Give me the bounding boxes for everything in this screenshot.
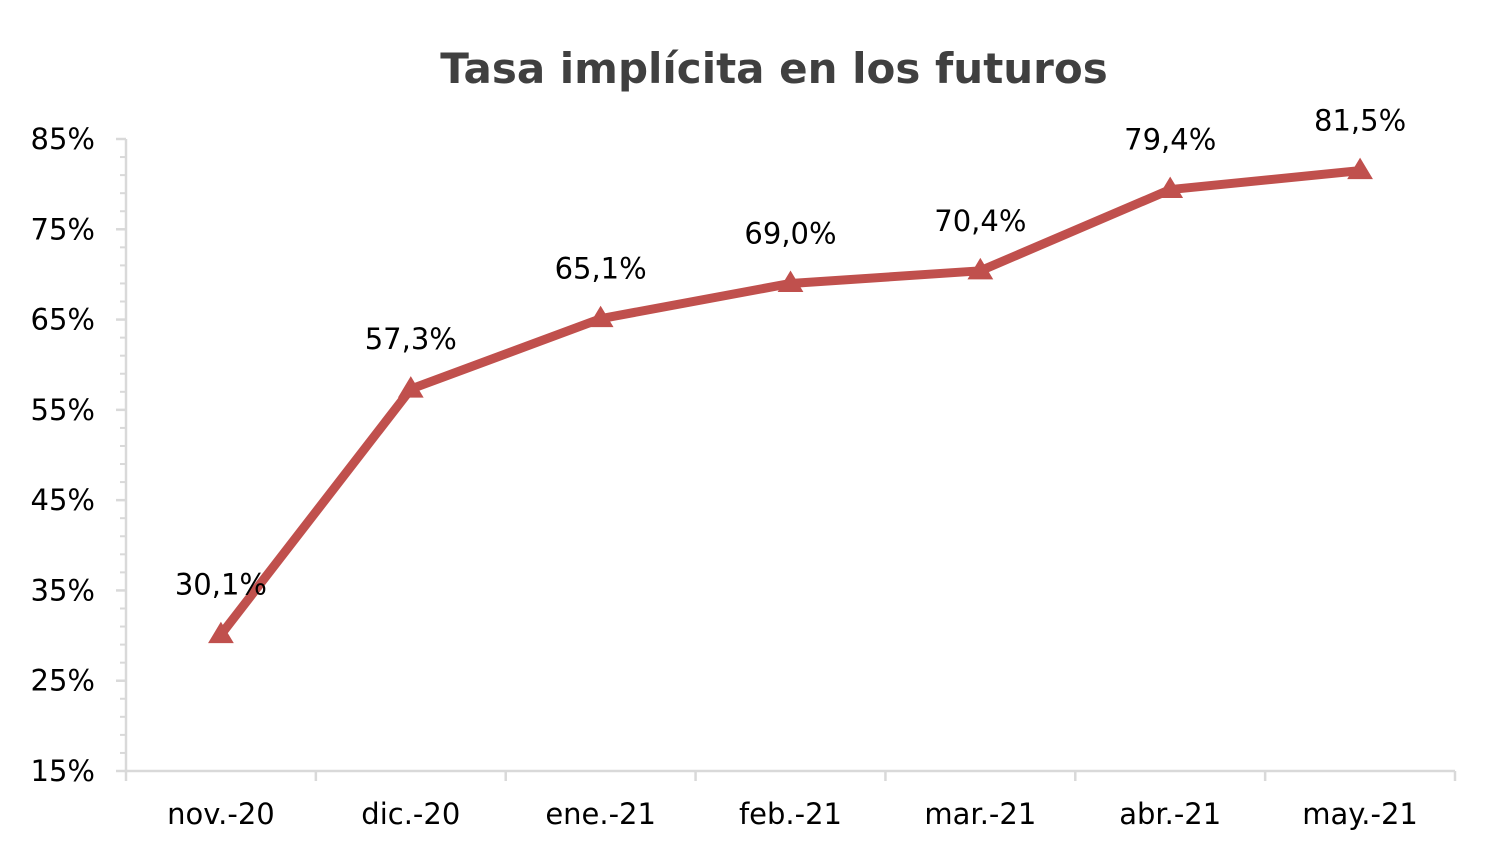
y-tick-label: 55% (31, 393, 95, 427)
y-tick-label: 85% (31, 122, 95, 156)
triangle-marker (967, 257, 994, 280)
x-tick-label: mar.-21 (924, 797, 1036, 831)
axes: 15% 25% 35% 45% 55% 65% 75% 85% nov.-20 dic.-20 en… (31, 122, 1457, 831)
data-label: 65,1% (555, 252, 647, 286)
x-tick-label: may.-21 (1302, 797, 1418, 831)
triangle-marker (777, 270, 804, 292)
x-tick-label: feb.-21 (739, 797, 842, 831)
y-tick-label: 75% (31, 212, 95, 246)
y-tick-label: 35% (31, 573, 95, 607)
y-tick-label: 45% (31, 483, 95, 517)
y-tick-label: 65% (31, 303, 95, 337)
data-label: 30,1% (175, 568, 267, 602)
x-tick-label: ene.-21 (545, 797, 656, 831)
triangle-marker (1157, 176, 1184, 199)
data-label: 79,4% (1124, 123, 1216, 157)
data-label: 57,3% (365, 322, 457, 356)
data-labels: 30,1% 57,3% 65,1% 69,0% 70,4% 79,4% 81,5% (175, 104, 1406, 602)
x-tick-label: dic.-20 (361, 797, 460, 831)
y-tick-label: 25% (31, 664, 95, 698)
data-label: 69,0% (744, 216, 836, 250)
triangle-marker (397, 376, 424, 398)
x-tick-label: nov.-20 (167, 797, 275, 831)
triangle-marker (208, 621, 234, 644)
y-tick-label: 15% (31, 754, 95, 788)
triangle-marker (1347, 157, 1373, 180)
series-layer (208, 157, 1373, 644)
triangle-marker (587, 305, 614, 328)
data-label: 70,4% (934, 204, 1026, 238)
x-tick-label: abr.-21 (1119, 797, 1221, 831)
data-label: 81,5% (1314, 104, 1406, 138)
chart-title: Tasa implícita en los futuros (440, 44, 1108, 93)
